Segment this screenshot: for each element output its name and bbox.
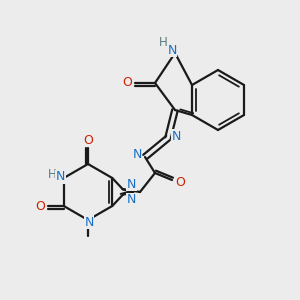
Text: N: N — [132, 148, 142, 161]
Text: H: H — [159, 37, 167, 50]
Text: N: N — [56, 170, 65, 184]
Text: N: N — [171, 130, 181, 142]
Text: H: H — [47, 169, 56, 182]
Text: N: N — [127, 178, 136, 191]
Text: O: O — [35, 200, 45, 212]
Text: O: O — [83, 134, 93, 146]
Text: N: N — [127, 193, 136, 206]
Text: O: O — [175, 176, 185, 190]
Text: O: O — [122, 76, 132, 88]
Text: N: N — [84, 215, 94, 229]
Text: N: N — [167, 44, 177, 56]
